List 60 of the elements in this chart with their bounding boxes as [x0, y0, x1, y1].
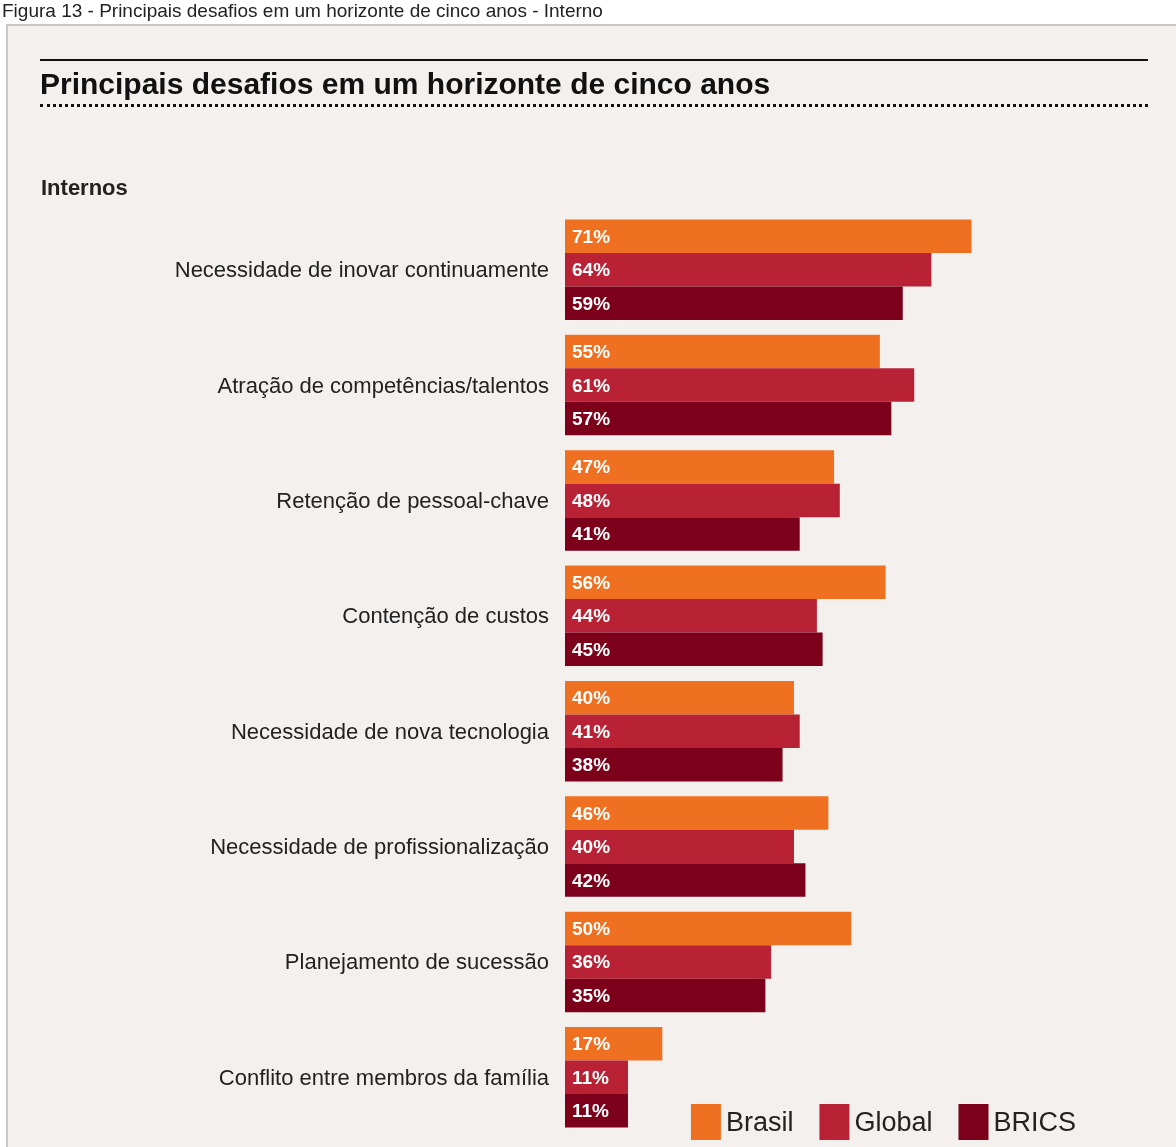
bar [565, 450, 835, 484]
bar [565, 863, 806, 897]
text: Internos [41, 175, 128, 201]
data-label: 35% [572, 984, 611, 1006]
bar [565, 829, 794, 864]
data-label: 59% [572, 292, 611, 314]
bar [565, 1027, 663, 1061]
bar [565, 796, 829, 830]
bar [565, 401, 892, 436]
data-label: 61% [572, 374, 611, 396]
data-label: 50% [572, 917, 611, 939]
data-label: 41% [572, 523, 611, 545]
legend-label: Brasil [725, 1107, 794, 1137]
data-label: 42% [572, 869, 611, 891]
data-label: 41% [572, 720, 611, 742]
y-tick-label: Planejamento de sucessão [284, 949, 549, 975]
data-label: 40% [572, 687, 611, 709]
data-label: 46% [572, 802, 611, 824]
data-label: 44% [572, 605, 611, 627]
y-tick-label: Necessidade de profissionalização [210, 834, 549, 860]
bar [565, 911, 852, 946]
legend-label: Global [854, 1107, 933, 1137]
bar [565, 945, 772, 979]
bar [565, 565, 886, 600]
chart-title: Principais desafios em um horizonte de cinco anos [40, 59, 1148, 107]
y-tick-label: Necessidade de inovar continuamente [174, 257, 549, 283]
y-tick-label: Retenção de pessoal-chave [276, 487, 549, 513]
bar [565, 632, 823, 666]
data-label: 55% [572, 341, 611, 363]
data-label: 64% [572, 259, 611, 281]
bar [565, 599, 817, 633]
bar [565, 252, 932, 287]
bar [565, 368, 915, 402]
bar [565, 517, 800, 551]
data-label: 40% [572, 836, 611, 858]
bar [565, 219, 972, 253]
data-label: 45% [572, 638, 611, 660]
data-label: 57% [572, 408, 611, 430]
bar [565, 978, 766, 1013]
data-label: 17% [572, 1033, 611, 1055]
data-label: 11% [572, 1066, 610, 1088]
y-tick-label: Conflito entre membros da família [218, 1064, 550, 1090]
bar [565, 714, 800, 748]
y-tick-label: Contenção de custos [342, 603, 549, 629]
bar [565, 286, 903, 320]
text: Figura 13 - Principais desafios em um horizonte de cinco anos - Interno [2, 0, 603, 22]
y-tick-label: Atração de competências/talentos [217, 372, 549, 398]
bar [565, 334, 880, 369]
data-label: 38% [572, 754, 611, 776]
bar [565, 681, 794, 715]
bar [565, 483, 840, 518]
data-label: 71% [572, 225, 611, 247]
y-tick-label: Necessidade de nova tecnologia [230, 718, 550, 744]
bar [565, 747, 783, 782]
data-label: 48% [572, 489, 611, 511]
data-label: 36% [572, 951, 611, 973]
data-label: 11% [572, 1100, 610, 1122]
legend-label: BRICS [993, 1107, 1077, 1137]
data-label: 56% [572, 571, 611, 593]
data-label: 47% [572, 456, 611, 478]
